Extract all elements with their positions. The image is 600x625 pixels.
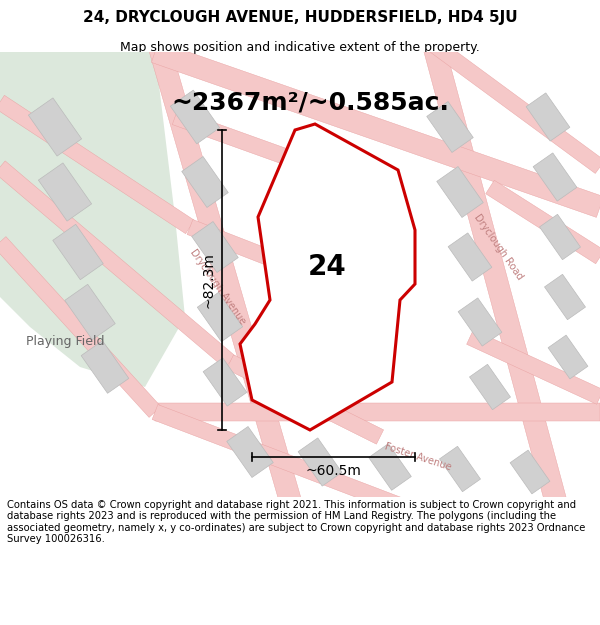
Text: Map shows position and indicative extent of the property.: Map shows position and indicative extent…	[120, 41, 480, 54]
Polygon shape	[81, 341, 129, 393]
Polygon shape	[470, 364, 511, 410]
Polygon shape	[419, 29, 571, 520]
Polygon shape	[65, 284, 115, 340]
Polygon shape	[170, 90, 220, 144]
Polygon shape	[187, 219, 373, 304]
Text: ~2367m²/~0.585ac.: ~2367m²/~0.585ac.	[171, 90, 449, 114]
Polygon shape	[486, 180, 600, 264]
Polygon shape	[38, 163, 92, 221]
Polygon shape	[0, 52, 185, 387]
Polygon shape	[145, 29, 305, 520]
Polygon shape	[448, 233, 492, 281]
Text: ~82.3m: ~82.3m	[201, 252, 215, 308]
Polygon shape	[298, 438, 342, 486]
Text: 24, DRYCLOUGH AVENUE, HUDDERSFIELD, HD4 5JU: 24, DRYCLOUGH AVENUE, HUDDERSFIELD, HD4 …	[83, 11, 517, 26]
Polygon shape	[0, 237, 161, 418]
Polygon shape	[510, 450, 550, 494]
Polygon shape	[197, 292, 242, 342]
Polygon shape	[548, 335, 588, 379]
Polygon shape	[427, 101, 473, 152]
Polygon shape	[151, 42, 600, 217]
Text: Contains OS data © Crown copyright and database right 2021. This information is : Contains OS data © Crown copyright and d…	[7, 499, 586, 544]
Polygon shape	[155, 403, 600, 421]
Polygon shape	[539, 214, 580, 260]
Polygon shape	[425, 36, 600, 174]
Polygon shape	[203, 358, 247, 406]
Polygon shape	[240, 124, 415, 430]
Polygon shape	[467, 330, 600, 404]
Text: ~60.5m: ~60.5m	[305, 464, 361, 478]
Polygon shape	[0, 161, 235, 368]
Polygon shape	[53, 224, 103, 280]
Polygon shape	[368, 444, 412, 490]
Polygon shape	[182, 156, 228, 208]
Text: Dryclough Road: Dryclough Road	[472, 213, 524, 282]
Polygon shape	[437, 166, 483, 217]
Polygon shape	[458, 298, 502, 346]
Text: 24: 24	[308, 253, 347, 281]
Text: Foster Avenue: Foster Avenue	[383, 441, 452, 472]
Polygon shape	[172, 109, 373, 194]
Polygon shape	[226, 355, 383, 444]
Polygon shape	[192, 221, 238, 272]
Polygon shape	[533, 153, 577, 201]
Polygon shape	[526, 93, 570, 141]
Polygon shape	[440, 446, 481, 492]
Text: Playing Field: Playing Field	[26, 336, 104, 349]
Polygon shape	[28, 98, 82, 156]
Polygon shape	[0, 96, 194, 234]
Text: Dryclough Avenue: Dryclough Avenue	[188, 248, 248, 326]
Polygon shape	[545, 274, 586, 320]
Polygon shape	[227, 426, 273, 478]
Polygon shape	[152, 404, 433, 524]
